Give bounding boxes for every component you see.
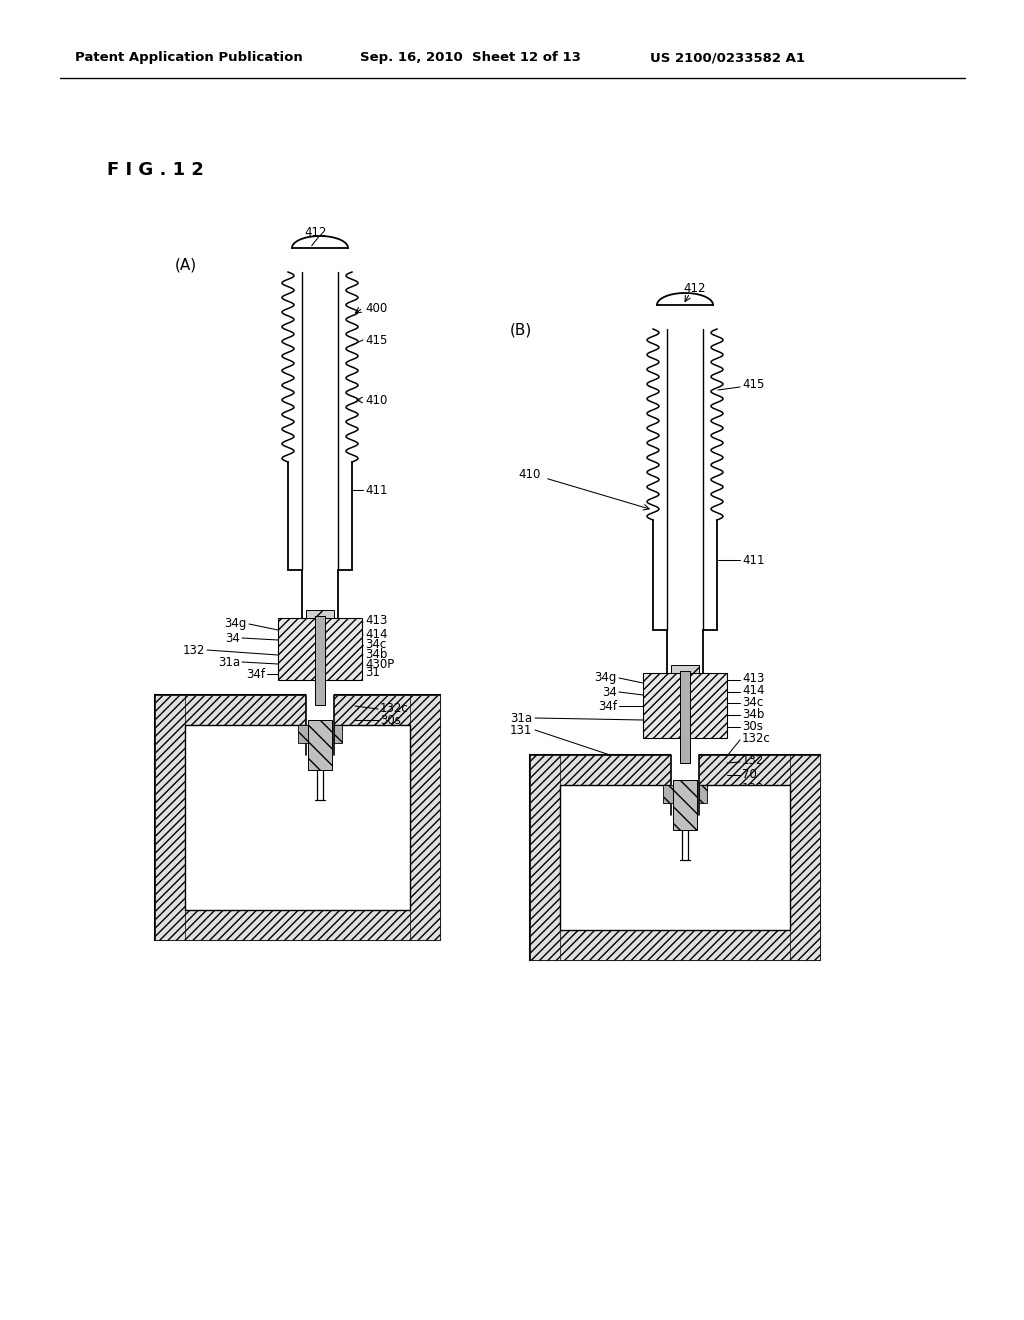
Bar	[530, 755, 820, 785]
Text: 132c: 132c	[742, 731, 771, 744]
Text: Patent Application Publication: Patent Application Publication	[75, 51, 303, 65]
Bar	[673, 780, 697, 830]
Bar	[155, 696, 440, 725]
Bar	[530, 755, 560, 960]
Text: 412: 412	[683, 281, 706, 294]
Text: 34g: 34g	[224, 618, 247, 631]
Text: 132c: 132c	[380, 702, 409, 715]
Bar	[560, 785, 790, 931]
Bar	[663, 785, 679, 803]
Bar	[278, 618, 362, 680]
Bar	[643, 673, 727, 738]
Bar	[671, 752, 699, 787]
Bar	[530, 931, 820, 960]
Text: 70: 70	[742, 768, 757, 781]
Text: 415: 415	[365, 334, 387, 346]
Text: 30s: 30s	[380, 714, 400, 726]
Text: 31: 31	[365, 665, 380, 678]
Bar	[306, 610, 334, 618]
Bar	[315, 616, 325, 705]
Text: F I G . 1 2: F I G . 1 2	[106, 161, 204, 180]
Bar	[530, 755, 820, 960]
Text: 410: 410	[365, 393, 387, 407]
Bar	[308, 719, 332, 770]
Bar	[155, 909, 440, 940]
Text: 34c: 34c	[365, 639, 386, 652]
Text: 133: 133	[742, 781, 764, 795]
Text: 400: 400	[365, 301, 387, 314]
Bar	[298, 725, 314, 743]
Bar	[155, 696, 185, 940]
Text: 414: 414	[365, 628, 387, 642]
Text: 34b: 34b	[742, 708, 764, 721]
Text: Sep. 16, 2010  Sheet 12 of 13: Sep. 16, 2010 Sheet 12 of 13	[360, 51, 581, 65]
Bar	[680, 671, 690, 763]
Text: 412: 412	[304, 227, 327, 239]
Text: 34b: 34b	[365, 648, 387, 661]
Bar	[155, 696, 440, 940]
Text: 31a: 31a	[218, 656, 240, 668]
Text: 34g: 34g	[595, 672, 617, 685]
Text: 415: 415	[742, 379, 764, 392]
Text: 430P: 430P	[365, 657, 394, 671]
Text: 131: 131	[380, 739, 402, 752]
Text: 34: 34	[225, 631, 240, 644]
Text: 414: 414	[742, 684, 765, 697]
Bar	[790, 755, 820, 960]
Text: US 2100/0233582 A1: US 2100/0233582 A1	[650, 51, 805, 65]
Text: 413: 413	[365, 614, 387, 627]
Text: 411: 411	[365, 483, 387, 496]
Text: 34f: 34f	[246, 668, 265, 681]
Bar	[306, 693, 334, 727]
Text: 132: 132	[182, 644, 205, 656]
Text: 31a: 31a	[510, 711, 532, 725]
Text: 34f: 34f	[598, 700, 617, 713]
Bar	[410, 696, 440, 940]
Bar	[185, 725, 410, 909]
Text: (B): (B)	[510, 322, 532, 338]
Text: 410: 410	[518, 469, 541, 482]
Bar	[671, 665, 699, 673]
Text: 34: 34	[602, 685, 617, 698]
Text: 133: 133	[380, 751, 402, 764]
Text: (A): (A)	[175, 257, 198, 272]
Text: 413: 413	[742, 672, 764, 685]
Bar	[334, 725, 342, 743]
Text: 132: 132	[742, 754, 764, 767]
Text: 131: 131	[510, 723, 532, 737]
Text: 30s: 30s	[742, 719, 763, 733]
Bar	[699, 785, 707, 803]
Text: 70: 70	[380, 726, 395, 739]
Text: 411: 411	[742, 553, 765, 566]
Text: 34c: 34c	[742, 696, 763, 709]
